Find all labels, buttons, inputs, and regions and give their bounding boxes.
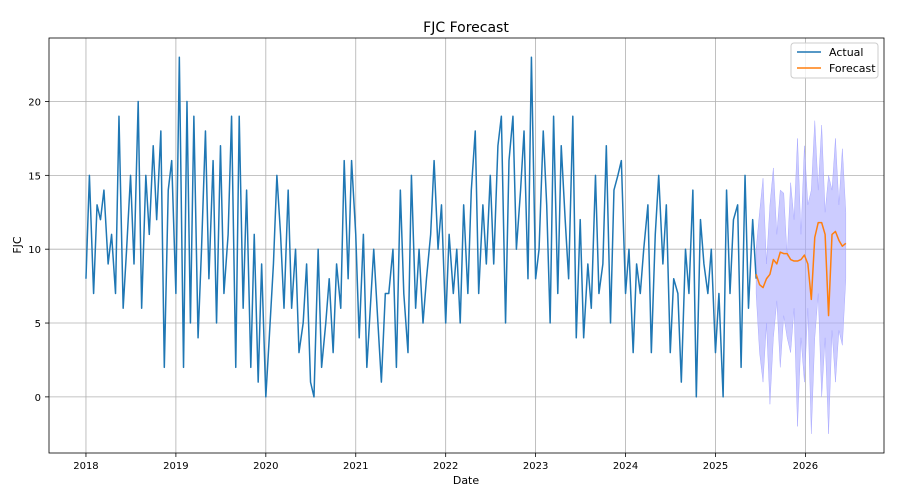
legend: Actual Forecast	[790, 42, 879, 79]
actual-line	[85, 56, 757, 398]
series-lines	[85, 56, 847, 398]
x-axis: 2018 2019 2020 2021 2022 2023 2024 2025 2026	[73, 453, 818, 472]
y-tick-label: 5	[35, 319, 41, 330]
x-tick-label: 2019	[163, 461, 188, 472]
y-tick-label: 15	[28, 171, 41, 182]
x-axis-label: Date	[453, 474, 480, 487]
chart-title: FJC Forecast	[423, 20, 509, 36]
confidence-interval	[755, 120, 847, 434]
forecast-line	[755, 221, 847, 317]
x-tick-label: 2023	[523, 461, 548, 472]
y-tick-label: 20	[28, 98, 41, 109]
grid	[49, 38, 884, 453]
legend-actual-label: Actual	[829, 46, 863, 59]
legend-forecast-label: Forecast	[829, 62, 876, 75]
x-tick-label: 2024	[613, 461, 638, 472]
x-tick-label: 2022	[433, 461, 458, 472]
y-tick-label: 10	[28, 245, 41, 256]
plot-frame	[48, 37, 885, 454]
y-tick-label: 0	[35, 393, 41, 404]
x-tick-label: 2025	[703, 461, 728, 472]
y-axis: 0 5 10 15 20	[28, 98, 49, 404]
x-tick-label: 2020	[253, 461, 278, 472]
x-tick-label: 2026	[793, 461, 818, 472]
x-tick-label: 2021	[343, 461, 368, 472]
y-axis-label: FJC	[11, 236, 24, 254]
forecast-interval-band	[755, 120, 847, 434]
x-tick-label: 2018	[73, 461, 98, 472]
